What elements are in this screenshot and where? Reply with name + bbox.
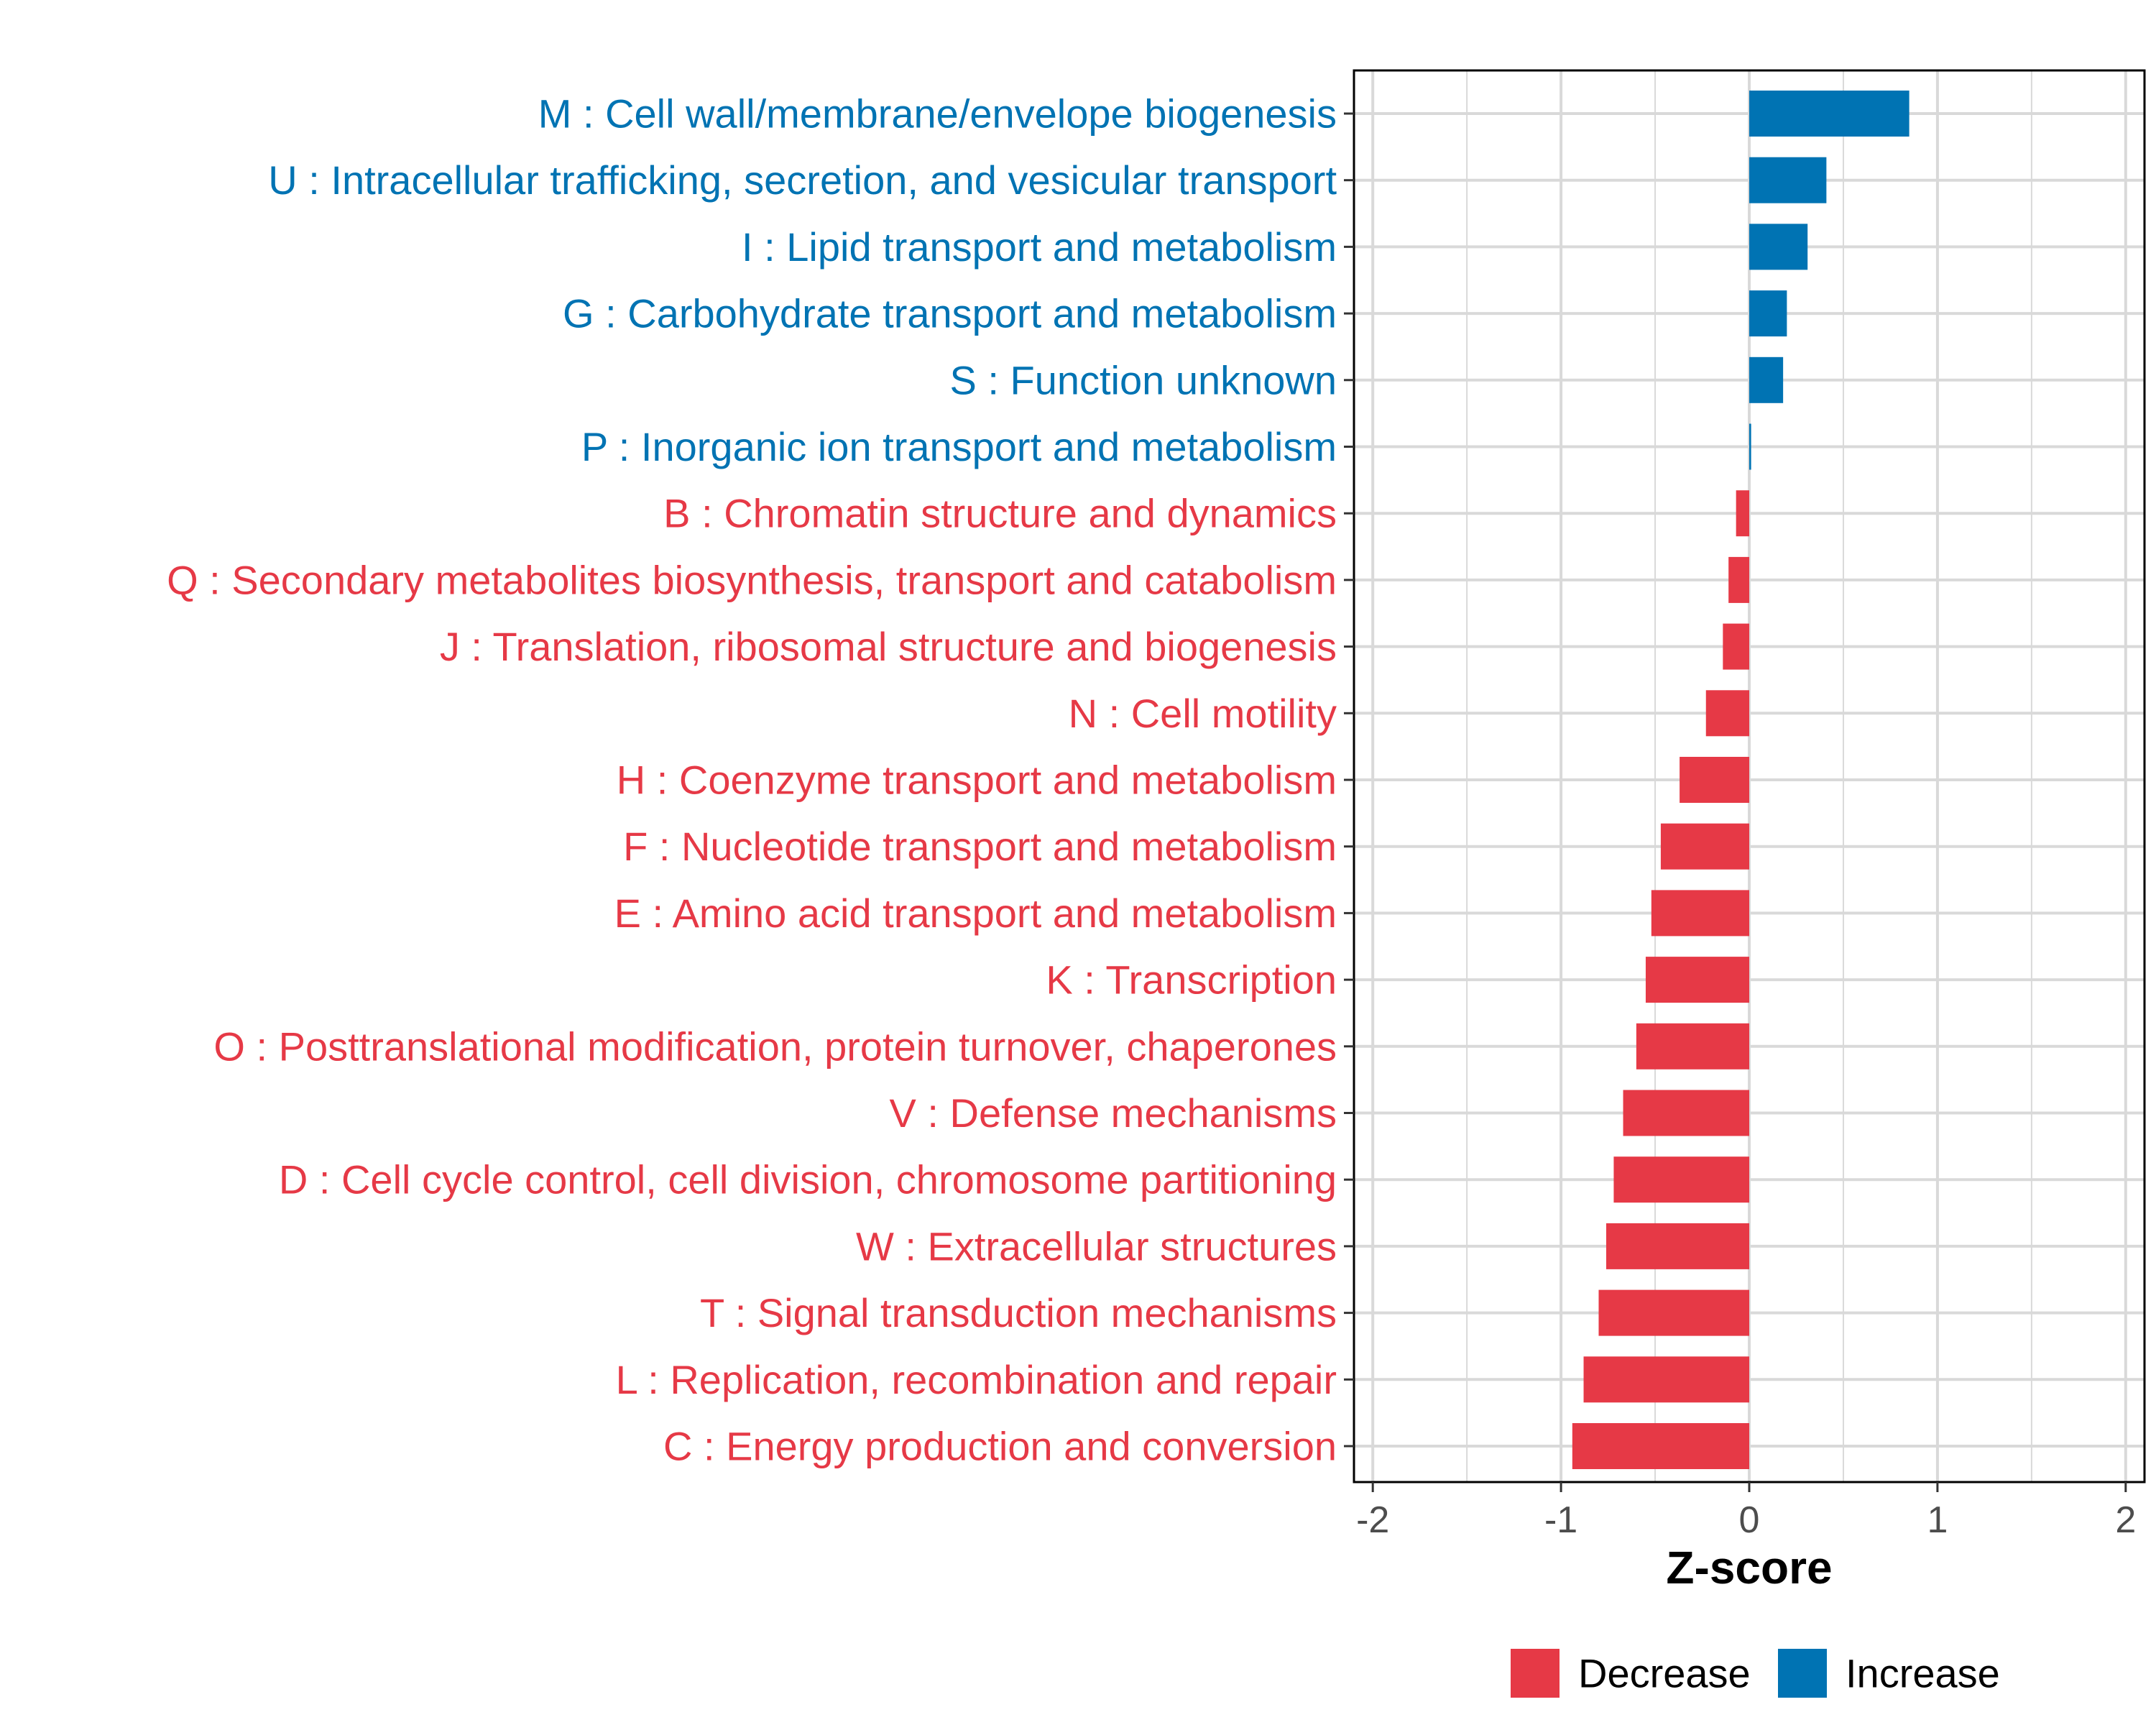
y-tick-label: K : Transcription xyxy=(1046,957,1337,1003)
legend-label-decrease: Decrease xyxy=(1578,1651,1751,1696)
x-tick-label: 2 xyxy=(2115,1499,2136,1541)
y-axis: M : Cell wall/membrane/envelope biogenes… xyxy=(167,91,1354,1469)
legend-label-increase: Increase xyxy=(1846,1651,2000,1696)
y-tick-label: H : Coenzyme transport and metabolism xyxy=(617,758,1337,803)
x-tick-label: 1 xyxy=(1927,1499,1948,1541)
bar xyxy=(1728,556,1749,603)
legend-swatch-increase xyxy=(1778,1649,1827,1698)
bar xyxy=(1749,290,1787,337)
x-axis: -2 -1 0 1 2 xyxy=(1356,1482,2136,1541)
bar xyxy=(1680,757,1749,803)
bar xyxy=(1645,957,1749,1003)
bar xyxy=(1651,890,1749,937)
y-tick-label: I : Lipid transport and metabolism xyxy=(742,224,1337,270)
y-tick-label: V : Defense mechanisms xyxy=(890,1090,1337,1136)
y-tick-label: B : Chromatin structure and dynamics xyxy=(663,491,1337,536)
bar xyxy=(1749,157,1827,203)
y-tick-label: W : Extracellular structures xyxy=(856,1223,1337,1269)
y-tick-label: L : Replication, recombination and repai… xyxy=(616,1357,1337,1402)
x-axis-title: Z-score xyxy=(1666,1542,1832,1593)
bar xyxy=(1749,91,1909,137)
y-tick-label: P : Inorganic ion transport and metaboli… xyxy=(581,424,1337,469)
legend-swatch-decrease xyxy=(1511,1649,1560,1698)
y-tick-label: G : Carbohydrate transport and metabolis… xyxy=(563,291,1337,336)
bar xyxy=(1583,1356,1749,1403)
y-tick-label: M : Cell wall/membrane/envelope biogenes… xyxy=(538,91,1337,137)
y-tick-label: U : Intracellular trafficking, secretion… xyxy=(268,157,1337,203)
legend: Decrease Increase xyxy=(1511,1649,2000,1698)
y-tick-label: T : Signal transduction mechanisms xyxy=(700,1290,1337,1335)
x-tick-label: -1 xyxy=(1544,1499,1577,1541)
bars xyxy=(1572,91,1909,1469)
bar xyxy=(1705,690,1749,737)
x-tick-label: 0 xyxy=(1739,1499,1760,1541)
bar xyxy=(1606,1223,1749,1269)
x-tick-label: -2 xyxy=(1356,1499,1389,1541)
y-tick-label: S : Function unknown xyxy=(949,357,1337,402)
bar xyxy=(1749,356,1784,403)
bar xyxy=(1623,1090,1749,1136)
bar xyxy=(1598,1289,1749,1336)
y-tick-label: O : Posttranslational modification, prot… xyxy=(213,1024,1337,1069)
bar xyxy=(1723,623,1749,670)
y-tick-label: J : Translation, ribosomal structure and… xyxy=(440,624,1337,669)
bar xyxy=(1749,423,1751,470)
bar xyxy=(1613,1156,1749,1203)
bar xyxy=(1636,1023,1749,1070)
y-tick-label: F : Nucleotide transport and metabolism xyxy=(623,824,1337,869)
y-tick-label: Q : Secondary metabolites biosynthesis, … xyxy=(167,557,1337,602)
y-tick-label: N : Cell motility xyxy=(1069,691,1337,736)
y-tick-label: D : Cell cycle control, cell division, c… xyxy=(279,1157,1337,1202)
bar xyxy=(1736,490,1749,537)
bar xyxy=(1749,224,1808,270)
bar xyxy=(1660,823,1749,870)
y-tick-label: C : Energy production and conversion xyxy=(663,1424,1337,1469)
y-tick-label: E : Amino acid transport and metabolism xyxy=(614,891,1337,936)
bar xyxy=(1572,1423,1749,1469)
